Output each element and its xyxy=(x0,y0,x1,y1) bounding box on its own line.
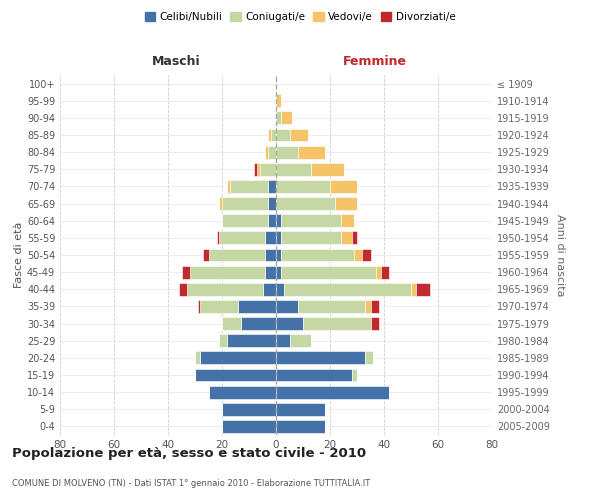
Bar xyxy=(335,197,357,210)
Bar xyxy=(271,128,276,141)
Bar xyxy=(268,197,276,210)
Bar xyxy=(290,334,311,347)
Bar xyxy=(416,283,430,296)
Text: Femmine: Femmine xyxy=(343,55,407,68)
Bar xyxy=(371,317,379,330)
Bar xyxy=(257,163,260,175)
Text: COMUNE DI MOLVENO (TN) - Dati ISTAT 1° gennaio 2010 - Elaborazione TUTTITALIA.IT: COMUNE DI MOLVENO (TN) - Dati ISTAT 1° g… xyxy=(12,479,370,488)
Bar xyxy=(265,146,268,158)
Bar xyxy=(276,146,298,158)
Bar xyxy=(276,232,281,244)
Bar xyxy=(365,300,371,313)
Bar xyxy=(290,128,308,141)
Bar xyxy=(268,214,276,227)
Bar xyxy=(227,180,230,193)
Bar xyxy=(222,214,268,227)
Bar xyxy=(268,128,271,141)
Bar xyxy=(276,180,330,193)
Bar xyxy=(268,146,276,158)
Bar xyxy=(254,163,257,175)
Bar xyxy=(200,300,238,313)
Bar xyxy=(276,334,290,347)
Bar xyxy=(276,163,311,175)
Bar xyxy=(411,283,416,296)
Y-axis label: Fasce di età: Fasce di età xyxy=(14,222,24,288)
Bar xyxy=(198,300,200,313)
Bar xyxy=(276,128,290,141)
Bar xyxy=(195,368,276,382)
Bar xyxy=(268,180,276,193)
Bar xyxy=(276,94,281,107)
Bar xyxy=(230,180,268,193)
Bar xyxy=(276,317,303,330)
Bar xyxy=(281,266,376,278)
Y-axis label: Anni di nascita: Anni di nascita xyxy=(555,214,565,296)
Bar xyxy=(341,214,354,227)
Bar xyxy=(354,248,362,262)
Bar xyxy=(276,368,352,382)
Text: Popolazione per età, sesso e stato civile - 2010: Popolazione per età, sesso e stato civil… xyxy=(12,448,366,460)
Bar xyxy=(276,283,284,296)
Bar xyxy=(365,352,373,364)
Bar xyxy=(276,112,281,124)
Bar xyxy=(179,283,187,296)
Bar xyxy=(260,163,276,175)
Bar xyxy=(241,317,276,330)
Bar xyxy=(281,112,292,124)
Bar xyxy=(284,283,411,296)
Bar xyxy=(276,266,281,278)
Bar xyxy=(190,266,265,278)
Bar xyxy=(298,146,325,158)
Bar xyxy=(281,248,354,262)
Bar xyxy=(209,248,265,262)
Bar xyxy=(220,334,227,347)
Bar xyxy=(276,248,281,262)
Bar xyxy=(382,266,389,278)
Bar xyxy=(220,232,265,244)
Bar xyxy=(298,300,365,313)
Bar xyxy=(263,283,276,296)
Bar xyxy=(303,317,371,330)
Bar xyxy=(276,352,365,364)
Bar xyxy=(265,266,276,278)
Bar xyxy=(182,266,190,278)
Bar xyxy=(200,352,276,364)
Bar xyxy=(227,334,276,347)
Bar xyxy=(341,232,352,244)
Bar xyxy=(222,317,241,330)
Bar xyxy=(376,266,382,278)
Bar xyxy=(276,197,335,210)
Legend: Celibi/Nubili, Coniugati/e, Vedovi/e, Divorziati/e: Celibi/Nubili, Coniugati/e, Vedovi/e, Di… xyxy=(140,8,460,26)
Bar xyxy=(276,403,325,415)
Bar xyxy=(276,386,389,398)
Bar xyxy=(276,300,298,313)
Bar xyxy=(276,214,281,227)
Bar xyxy=(281,232,341,244)
Bar xyxy=(265,232,276,244)
Bar xyxy=(281,214,341,227)
Bar xyxy=(330,180,357,193)
Bar xyxy=(352,368,357,382)
Bar xyxy=(352,232,357,244)
Bar xyxy=(209,386,276,398)
Bar xyxy=(222,420,276,433)
Bar xyxy=(276,420,325,433)
Bar xyxy=(203,248,209,262)
Bar xyxy=(238,300,276,313)
Bar xyxy=(217,232,220,244)
Bar xyxy=(195,352,200,364)
Bar xyxy=(187,283,263,296)
Bar xyxy=(371,300,379,313)
Bar xyxy=(362,248,371,262)
Bar xyxy=(222,197,268,210)
Bar xyxy=(222,403,276,415)
Bar xyxy=(311,163,343,175)
Text: Maschi: Maschi xyxy=(152,55,201,68)
Bar xyxy=(265,248,276,262)
Bar xyxy=(220,197,222,210)
